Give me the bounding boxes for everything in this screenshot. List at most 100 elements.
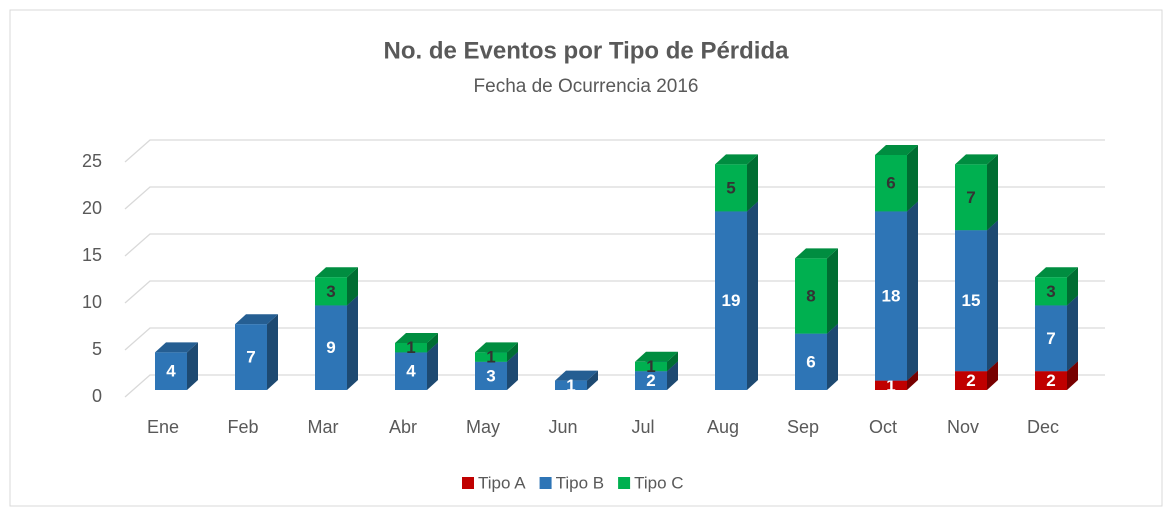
- bar-top: [315, 267, 358, 278]
- bar-top: [875, 145, 918, 155]
- bar-side: [987, 220, 998, 372]
- x-tick-label: Feb: [227, 417, 258, 437]
- data-label: 18: [882, 286, 901, 305]
- bar-top: [235, 314, 278, 325]
- data-label: 3: [1046, 282, 1055, 301]
- bar-side: [747, 154, 758, 212]
- bar-side: [1067, 295, 1078, 372]
- x-tick-label: Abr: [389, 417, 417, 437]
- bar-side: [347, 267, 358, 306]
- bar-top: [155, 342, 198, 353]
- legend-label: Tipo C: [634, 473, 683, 492]
- legend-label: Tipo A: [478, 473, 526, 492]
- bar-side: [187, 342, 198, 390]
- bar-side: [987, 361, 998, 390]
- bar: [715, 164, 747, 212]
- bar-top: [395, 333, 438, 343]
- bar: [955, 164, 987, 231]
- x-tick-label: Oct: [869, 417, 897, 437]
- bar-segment: 6: [795, 323, 838, 390]
- bar-top: [1035, 267, 1078, 278]
- bar-segment: 1: [475, 342, 518, 367]
- data-label: 3: [486, 366, 495, 385]
- y-tick-label: 25: [82, 151, 102, 171]
- bar-segment: 1: [395, 333, 438, 357]
- bar-segment: 7: [1035, 295, 1078, 372]
- bar-side: [507, 351, 518, 390]
- chart-title: No. de Eventos por Tipo de Pérdida: [384, 37, 790, 64]
- legend-label: Tipo B: [556, 473, 605, 492]
- bar: [875, 155, 907, 212]
- y-tick-label: 15: [82, 245, 102, 265]
- data-label: 19: [722, 291, 741, 310]
- bar: [155, 352, 187, 390]
- bar-side: [747, 201, 758, 390]
- data-label: 5: [726, 178, 735, 197]
- data-label: 2: [966, 371, 975, 390]
- bar-segment: 3: [1035, 267, 1078, 306]
- data-label: 15: [962, 291, 981, 310]
- bar: [475, 361, 507, 390]
- bar-side: [267, 314, 278, 390]
- bar-top: [635, 351, 678, 362]
- bar: [875, 211, 907, 381]
- bar-side: [507, 342, 518, 362]
- bar-side: [427, 342, 438, 390]
- data-label: 2: [1046, 371, 1055, 390]
- data-label: 3: [326, 282, 335, 301]
- grid-line: [124, 186, 1105, 210]
- bar-segment: 18: [875, 201, 918, 381]
- x-tick-label: Jul: [631, 417, 654, 437]
- data-label: 1: [486, 348, 495, 367]
- bar: [395, 352, 427, 390]
- y-tick-label: 20: [82, 198, 102, 218]
- chart-subtitle: Fecha de Ocurrencia 2016: [474, 76, 699, 97]
- data-label: 8: [806, 286, 815, 305]
- bar: [315, 305, 347, 390]
- bar-side: [1067, 267, 1078, 306]
- bar: [955, 371, 987, 390]
- bar-side: [667, 351, 678, 372]
- bar-side: [667, 361, 678, 390]
- bar: [235, 324, 267, 390]
- bar: [635, 371, 667, 390]
- x-tick-label: Nov: [947, 417, 979, 437]
- bar: [795, 258, 827, 334]
- bar: [1035, 371, 1067, 390]
- bar-segment: 19: [715, 201, 758, 390]
- bar-segment: 15: [955, 220, 998, 372]
- bar: [475, 352, 507, 362]
- data-label: 9: [326, 338, 335, 357]
- grid-line: [124, 374, 1105, 398]
- x-tick-label: Sep: [787, 417, 819, 437]
- bar: [315, 277, 347, 306]
- bar: [955, 230, 987, 372]
- legend-swatch: [618, 477, 631, 489]
- grid-line: [124, 139, 1105, 163]
- bar: [395, 343, 427, 353]
- data-label: 7: [246, 348, 255, 367]
- bar-side: [987, 154, 998, 231]
- x-tick-label: Ene: [147, 417, 179, 437]
- data-label: 1: [566, 376, 575, 395]
- bar-side: [427, 333, 438, 353]
- x-tick-label: Jun: [548, 417, 577, 437]
- bar-segment: 4: [155, 342, 198, 390]
- data-label: 6: [886, 174, 895, 193]
- y-tick-label: 10: [82, 292, 102, 312]
- bar-side: [347, 295, 358, 390]
- x-tick-label: May: [466, 417, 500, 437]
- bar: [635, 361, 667, 372]
- data-label: 7: [1046, 329, 1055, 348]
- grid-line: [124, 327, 1105, 351]
- bar-segment: 7: [235, 314, 278, 390]
- y-tick-label: 5: [92, 339, 102, 359]
- bar: [555, 380, 587, 390]
- bar-segment: 1: [635, 351, 678, 376]
- bar: [715, 211, 747, 390]
- bar: [795, 333, 827, 390]
- bar-top: [475, 342, 518, 353]
- bar: [1035, 305, 1067, 372]
- bar-side: [827, 248, 838, 334]
